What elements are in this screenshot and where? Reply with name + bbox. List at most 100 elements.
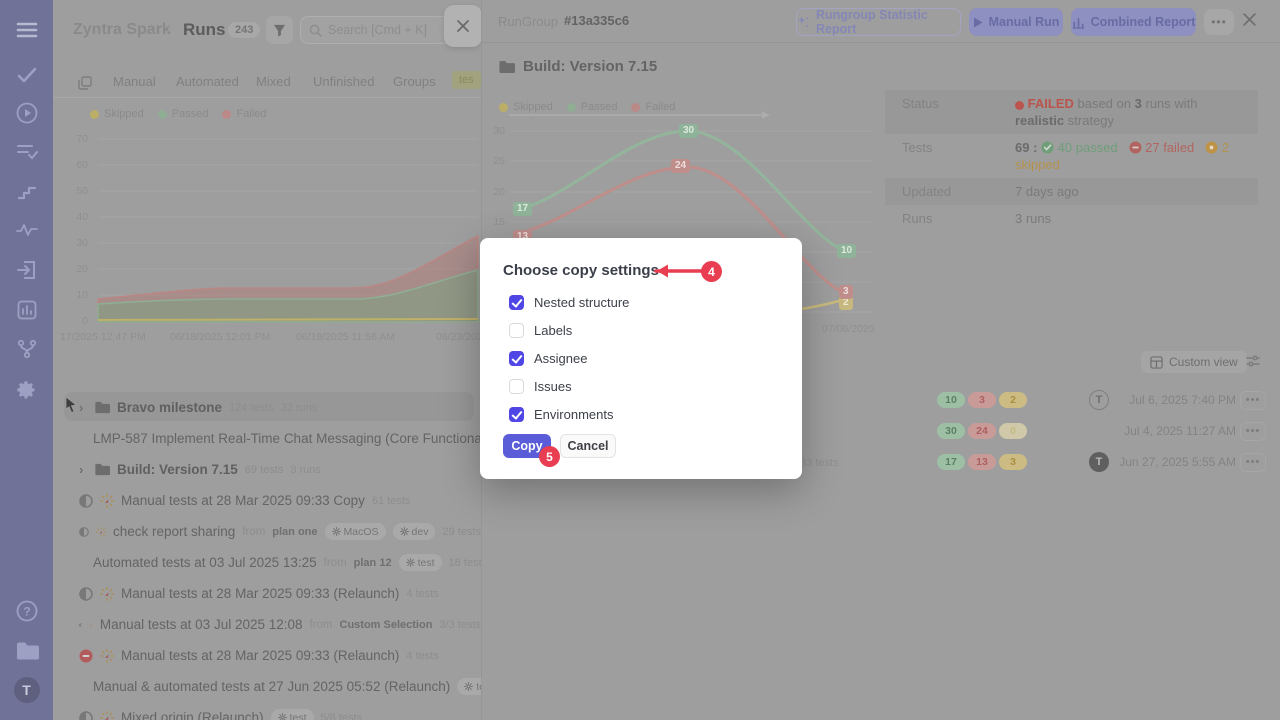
tab-automated[interactable]: Automated <box>176 74 239 89</box>
option-environments[interactable]: Environments <box>509 407 613 422</box>
activity-icon[interactable] <box>15 223 38 237</box>
cancel-button[interactable]: Cancel <box>560 434 616 458</box>
import-icon[interactable] <box>16 260 37 280</box>
row-more-button[interactable]: ••• <box>1240 422 1266 441</box>
filter-button[interactable] <box>266 16 293 44</box>
bar-chart-icon <box>1072 17 1084 29</box>
run-title[interactable]: Automated tests at 03 Jul 2025 13:25 <box>93 555 317 570</box>
menu-icon[interactable] <box>16 22 38 38</box>
tab-groups[interactable]: Groups <box>393 74 436 89</box>
group-title[interactable]: Bravo milestone <box>117 400 223 415</box>
build-section-title: Build: Version 7.15 <box>498 58 657 75</box>
run-title[interactable]: LMP-587 Implement Real-Time Chat Messagi… <box>93 431 481 446</box>
y-tick: 70 <box>76 133 88 145</box>
report-icon[interactable] <box>17 300 37 320</box>
chevron-right-icon[interactable]: › <box>79 462 84 477</box>
from-plan-name[interactable]: Custom Selection <box>339 618 433 631</box>
from-plan-name[interactable]: plan 12 <box>353 556 392 569</box>
list-check-icon[interactable] <box>16 143 38 161</box>
run-title[interactable]: Manual tests at 28 Mar 2025 09:33 (Relau… <box>121 648 400 663</box>
folder-icon[interactable] <box>15 642 39 661</box>
option-nested-structure[interactable]: Nested structure <box>509 295 629 310</box>
filter-tag-chip[interactable]: tes <box>452 71 481 89</box>
env-chip[interactable]: tes <box>457 678 481 695</box>
play-circle-icon[interactable] <box>16 102 38 124</box>
assignee-avatar[interactable]: T <box>1089 452 1109 472</box>
option-assignee[interactable]: Assignee <box>509 351 587 366</box>
run-title[interactable]: Manual & automated tests at 27 Jun 2025 … <box>93 679 451 694</box>
rungroup-drawer: RunGroup #13a335c6 Rungroup Statistic Re… <box>481 0 1280 720</box>
tab-manual[interactable]: Manual <box>113 74 156 89</box>
steps-icon[interactable] <box>17 182 37 200</box>
manual-run-button[interactable]: Manual Run <box>969 8 1063 36</box>
env-chip[interactable]: test <box>270 709 314 720</box>
fork-icon[interactable] <box>17 339 37 359</box>
tests-count: 61 tests <box>371 494 411 507</box>
chevron-right-icon[interactable]: › <box>79 400 84 415</box>
copy-button[interactable]: Copy <box>503 434 551 458</box>
rungroup-run-row[interactable]: 33 tests 17 13 3 T Jun 27, 2025 5:55 AM … <box>482 450 1280 478</box>
group-row[interactable]: › Bravo milestone 124 tests 32 runs <box>53 392 481 423</box>
checkbox-checked[interactable] <box>509 351 524 366</box>
run-title[interactable]: Mixed origin (Relaunch) <box>121 710 264 720</box>
user-avatar[interactable]: T <box>13 677 40 703</box>
row-more-button[interactable]: ••• <box>1240 453 1266 472</box>
y-tick: 60 <box>76 159 88 171</box>
search-input[interactable]: Search [Cmd + K] <box>300 16 458 44</box>
run-title[interactable]: Manual tests at 03 Jul 2025 12:08 <box>99 617 303 632</box>
run-row[interactable]: LMP-587 Implement Real-Time Chat Messagi… <box>53 423 481 454</box>
filter-sliders-icon[interactable] <box>1245 353 1261 374</box>
manual-origin-icon <box>100 710 114 720</box>
option-issues[interactable]: Issues <box>509 379 572 394</box>
point-label-passed: 10 <box>837 244 857 258</box>
combined-report-button[interactable]: Combined Report <box>1071 8 1196 36</box>
annotation-step-4: 4 <box>701 261 722 282</box>
rungroup-statistic-report-button[interactable]: Rungroup Statistic Report <box>796 8 961 36</box>
run-row[interactable]: R Automated tests at 03 Jul 2025 13:25 f… <box>53 547 481 578</box>
checkbox-unchecked[interactable] <box>509 379 524 394</box>
breadcrumb-project[interactable]: Zyntra Spark <box>73 21 171 38</box>
row-more-button[interactable]: ••• <box>1240 391 1266 410</box>
folder-icon <box>95 463 110 476</box>
rungroup-run-row[interactable]: 10 3 2 T Jul 6, 2025 7:40 PM ••• <box>482 388 1280 416</box>
breadcrumb-page: Runs <box>183 20 226 39</box>
run-title[interactable]: check report sharing <box>112 524 236 539</box>
run-title[interactable]: Manual tests at 28 Mar 2025 09:33 Copy <box>121 493 365 508</box>
gear-icon[interactable] <box>16 379 38 401</box>
more-options-button[interactable]: ••• <box>1204 9 1234 35</box>
env-chip[interactable]: MacOS <box>324 523 386 540</box>
run-row[interactable]: Manual tests at 28 Mar 2025 09:33 (Relau… <box>53 640 481 671</box>
folder-icon <box>95 401 110 414</box>
checkbox-checked[interactable] <box>509 407 524 422</box>
run-row[interactable]: Manual tests at 28 Mar 2025 09:33 (Relau… <box>53 578 481 609</box>
run-row[interactable]: check report sharing from plan one MacOS… <box>53 516 481 547</box>
option-labels[interactable]: Labels <box>509 323 572 338</box>
check-icon[interactable] <box>17 67 37 83</box>
run-row[interactable]: Manual tests at 28 Mar 2025 09:33 Copy 6… <box>53 485 481 516</box>
failed-badge: 13 <box>968 454 996 470</box>
duplicate-icon[interactable] <box>78 76 92 95</box>
run-row[interactable]: Mixed origin (Relaunch) test 5/8 tests <box>53 702 481 720</box>
close-icon[interactable] <box>1242 12 1257 32</box>
checkbox-checked[interactable] <box>509 295 524 310</box>
from-plan-name[interactable]: plan one <box>272 525 318 538</box>
help-icon[interactable]: ? <box>16 600 38 622</box>
run-title[interactable]: Manual tests at 28 Mar 2025 09:33 (Relau… <box>121 586 400 601</box>
run-row[interactable]: Manual tests at 03 Jul 2025 12:08 from C… <box>53 609 481 640</box>
rungroup-run-row[interactable]: 30 24 0 Jul 4, 2025 11:27 AM ••• <box>482 419 1280 447</box>
close-icon[interactable] <box>444 5 481 47</box>
env-chip[interactable]: dev <box>392 523 436 540</box>
manual-origin-icon <box>89 622 93 627</box>
x-label: 06/19/2025 11:56 AM <box>296 331 396 343</box>
group-title[interactable]: Build: Version 7.15 <box>117 462 238 477</box>
group-row[interactable]: › Build: Version 7.15 69 tests 3 runs <box>53 454 481 485</box>
run-row[interactable]: Manual & automated tests at 27 Jun 2025 … <box>53 671 481 702</box>
failed-dot <box>631 102 641 112</box>
env-chip[interactable]: test <box>398 554 442 571</box>
assignee-avatar[interactable]: T <box>1089 390 1109 410</box>
checkbox-unchecked[interactable] <box>509 323 524 338</box>
tests-count: 4 tests <box>406 649 439 662</box>
custom-view-button[interactable]: Custom view <box>1141 351 1247 373</box>
tab-unfinished[interactable]: Unfinished <box>313 74 375 89</box>
tab-mixed[interactable]: Mixed <box>256 74 291 89</box>
